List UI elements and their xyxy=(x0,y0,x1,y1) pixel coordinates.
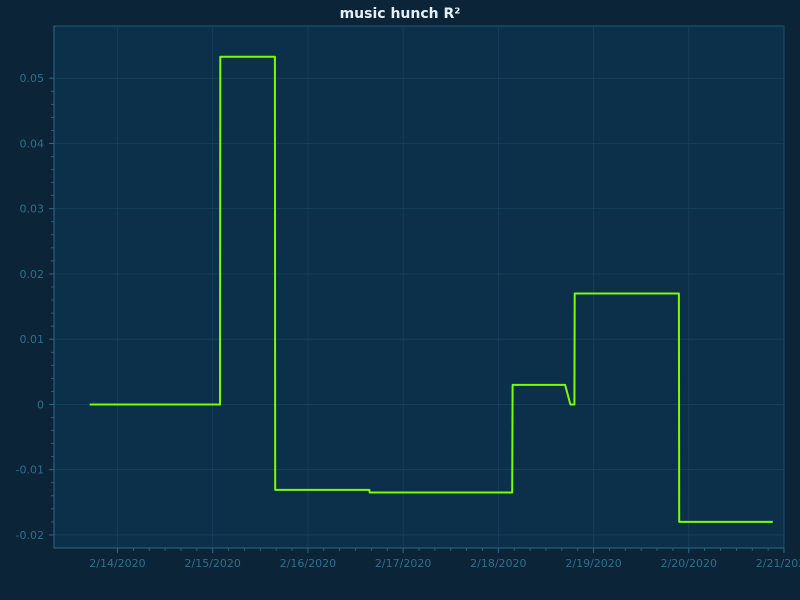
x-tick-label: 2/17/2020 xyxy=(375,557,431,570)
series-line xyxy=(89,55,773,523)
x-tick-label: 2/19/2020 xyxy=(565,557,621,570)
y-tick-label: -0.02 xyxy=(16,529,44,542)
x-tick-label: 2/14/2020 xyxy=(89,557,145,570)
x-tick-label: 2/21/2020 xyxy=(756,557,800,570)
series-layer xyxy=(89,55,773,523)
plot-area xyxy=(53,25,785,549)
x-tick-label: 2/20/2020 xyxy=(661,557,717,570)
y-tick-label: 0.04 xyxy=(20,137,45,150)
y-tick-label: 0.03 xyxy=(20,203,45,216)
x-tick-label: 2/16/2020 xyxy=(280,557,336,570)
y-tick-label: 0.01 xyxy=(20,333,45,346)
x-tick-label: 2/18/2020 xyxy=(470,557,526,570)
axes: -0.02 -0.01 0 0.01 0.02 0.03 0.04 0.05 2/14/2020… xyxy=(16,26,800,570)
y-tick-label: 0.05 xyxy=(20,72,45,85)
y-tick-label: 0 xyxy=(37,398,44,411)
grid xyxy=(54,26,785,548)
y-tick-label: 0.02 xyxy=(20,268,45,281)
x-tick-label: 2/15/2020 xyxy=(184,557,240,570)
y-tick-label: -0.01 xyxy=(16,464,44,477)
chart-title: music hunch R² xyxy=(340,6,461,22)
